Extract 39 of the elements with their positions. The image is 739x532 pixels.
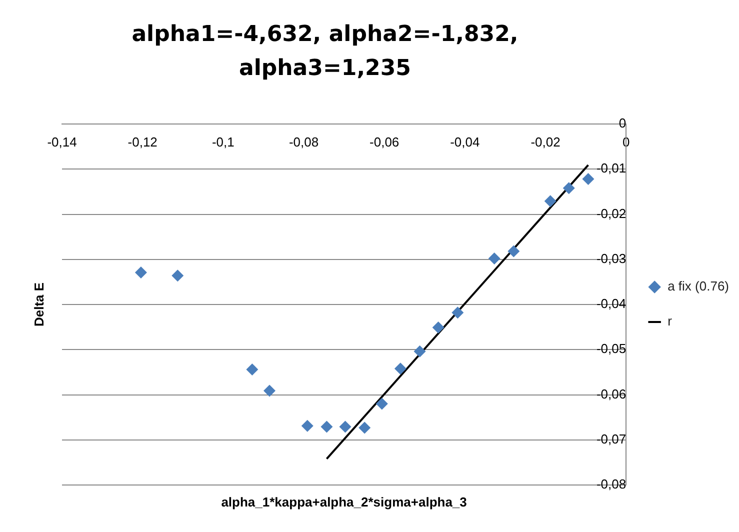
point — [358, 422, 371, 434]
point — [488, 252, 500, 264]
x-tick-label: -0,06 — [370, 134, 400, 150]
y-tick-label: 0 — [618, 116, 626, 131]
x-axis-title: alpha_1*kappa+alpha_2*sigma+alpha_3 — [221, 494, 467, 510]
point — [544, 195, 556, 208]
point — [508, 245, 520, 258]
y-tick-label: -0,07 — [596, 431, 626, 446]
y-tick-label: -0,04 — [596, 296, 626, 312]
y-tick-label: -0,03 — [596, 250, 626, 266]
y-tick-label: -0,05 — [596, 341, 626, 356]
point — [376, 398, 388, 410]
x-tick-label: -0,02 — [530, 134, 560, 150]
point — [414, 345, 426, 358]
point — [452, 306, 464, 319]
point — [246, 363, 258, 376]
point — [301, 420, 314, 432]
y-axis-title: Delta E — [32, 282, 47, 327]
legend-label: r — [668, 314, 673, 329]
point — [562, 182, 575, 194]
y-tick-label: -0,01 — [596, 160, 626, 176]
point — [320, 420, 333, 433]
x-tick-label: -0,08 — [288, 134, 319, 150]
y-tick-label: -0,06 — [596, 386, 626, 402]
x-tick-label: -0,1 — [212, 134, 234, 150]
x-tick-label: -0,14 — [47, 134, 77, 150]
point — [339, 420, 352, 433]
point — [394, 362, 406, 375]
point — [582, 173, 594, 186]
point — [264, 384, 276, 397]
y-tick-label: -0,08 — [596, 476, 626, 492]
chart-title: alpha1=-4,632, alpha2=-1,832, alpha3=1,235 — [130, 21, 520, 83]
point — [432, 322, 444, 334]
point — [172, 270, 184, 282]
x-tick-label: -0,04 — [450, 134, 480, 150]
point — [134, 266, 147, 278]
y-tick-label: -0,02 — [596, 206, 626, 221]
legend-label: a fix (0.76) — [668, 278, 730, 294]
x-tick-label: -0,12 — [128, 134, 158, 150]
